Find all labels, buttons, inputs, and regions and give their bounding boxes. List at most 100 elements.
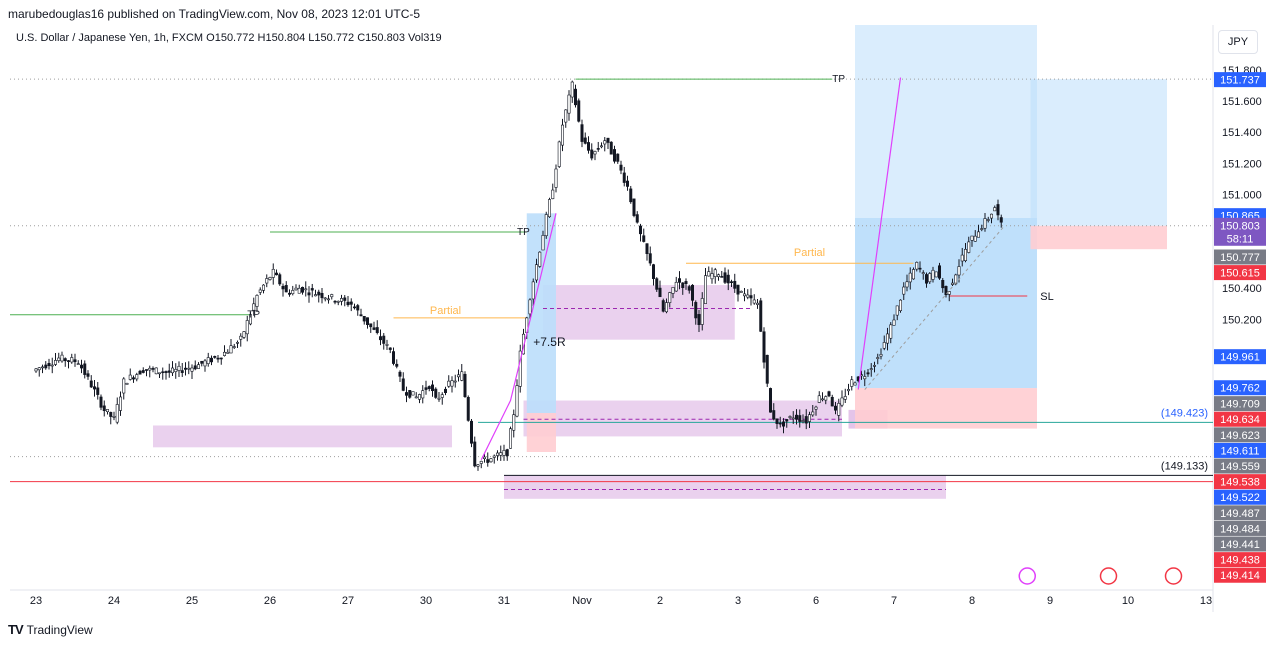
- candle: [690, 284, 694, 301]
- currency-button[interactable]: JPY: [1218, 30, 1258, 54]
- candle: [664, 302, 668, 313]
- candle: [76, 363, 80, 365]
- candle: [983, 218, 987, 229]
- price-badge: [1214, 411, 1266, 427]
- candle: [684, 281, 688, 285]
- candle: [638, 225, 642, 235]
- candle: [713, 269, 717, 277]
- candle: [547, 199, 551, 218]
- sl-label: SL: [1040, 291, 1053, 303]
- candle: [151, 368, 155, 370]
- candle: [395, 363, 399, 367]
- candle: [174, 368, 178, 372]
- candle: [99, 396, 103, 408]
- candle: [297, 288, 301, 294]
- candle: [723, 272, 727, 283]
- candle: [658, 287, 662, 298]
- candle: [333, 300, 337, 303]
- candle: [785, 419, 789, 422]
- candle: [726, 274, 730, 284]
- candle: [190, 367, 194, 372]
- price-badge: [1214, 536, 1266, 552]
- candle: [528, 299, 532, 315]
- candle: [885, 333, 889, 344]
- price-badge-label: 149.414: [1220, 570, 1260, 582]
- candle: [141, 370, 145, 373]
- candle: [947, 291, 951, 295]
- candle: [427, 386, 431, 390]
- candle: [109, 412, 113, 417]
- candle: [291, 290, 295, 295]
- candle: [138, 370, 142, 375]
- candle: [619, 164, 623, 171]
- zone-rectangle: [523, 400, 842, 437]
- candle: [261, 284, 265, 291]
- x-tick-label: 8: [969, 595, 975, 607]
- tradingview-logo-icon[interactable]: TV: [8, 622, 24, 637]
- partial-label: Partial: [430, 305, 461, 317]
- price-badge: [1214, 349, 1266, 365]
- candle: [801, 420, 805, 422]
- candle: [408, 390, 412, 398]
- candle: [434, 388, 438, 398]
- candle: [456, 374, 460, 378]
- candle: [954, 274, 958, 285]
- candle: [281, 285, 285, 290]
- price-badge: [1214, 505, 1266, 521]
- candle: [960, 254, 964, 262]
- candle: [388, 347, 392, 350]
- footer: TV TradingView: [8, 622, 93, 637]
- candle: [119, 396, 123, 411]
- level-label: (149.423): [1161, 407, 1208, 419]
- candle: [265, 278, 269, 284]
- candle: [573, 88, 577, 106]
- candle: [599, 145, 603, 148]
- candle: [577, 100, 581, 122]
- y-tick-label: 150.400: [1222, 283, 1262, 295]
- candle: [703, 275, 707, 304]
- candle: [931, 269, 935, 280]
- price-badge: [1214, 427, 1266, 443]
- price-badge: [1214, 380, 1266, 396]
- candle: [492, 455, 496, 458]
- candle: [112, 416, 116, 418]
- candle: [187, 367, 191, 370]
- candle: [486, 459, 490, 463]
- candle: [469, 420, 473, 444]
- projection-arrow: [480, 213, 557, 461]
- candle: [729, 281, 733, 283]
- candle: [508, 428, 512, 449]
- candle: [404, 392, 408, 396]
- price-badge-label: 150.615: [1220, 268, 1260, 280]
- price-badge-label: 58:11: [1227, 233, 1254, 245]
- candle: [889, 324, 893, 339]
- candle: [307, 292, 311, 296]
- tp-label: TP: [517, 227, 530, 238]
- candle: [846, 389, 850, 392]
- candle: [320, 293, 324, 299]
- price-badge-label: 149.762: [1220, 383, 1260, 395]
- candle: [830, 396, 834, 407]
- candle: [249, 314, 253, 325]
- candle: [193, 365, 197, 370]
- candle: [177, 365, 181, 371]
- price-badge-label: 149.611: [1221, 445, 1260, 457]
- candle: [482, 456, 486, 460]
- zone-rectangle: [153, 425, 452, 448]
- candle: [365, 317, 369, 326]
- flag-icon: [1164, 567, 1183, 585]
- candle: [593, 151, 597, 155]
- candle: [609, 141, 613, 155]
- candle: [287, 292, 291, 295]
- candle: [417, 394, 421, 400]
- candle: [89, 380, 93, 388]
- candle: [200, 360, 204, 364]
- candle: [505, 449, 509, 457]
- y-tick-label: 150.200: [1222, 314, 1262, 326]
- candle: [463, 373, 467, 397]
- candle: [937, 265, 941, 279]
- candle: [171, 367, 175, 374]
- candle: [476, 464, 480, 467]
- candle: [499, 452, 503, 456]
